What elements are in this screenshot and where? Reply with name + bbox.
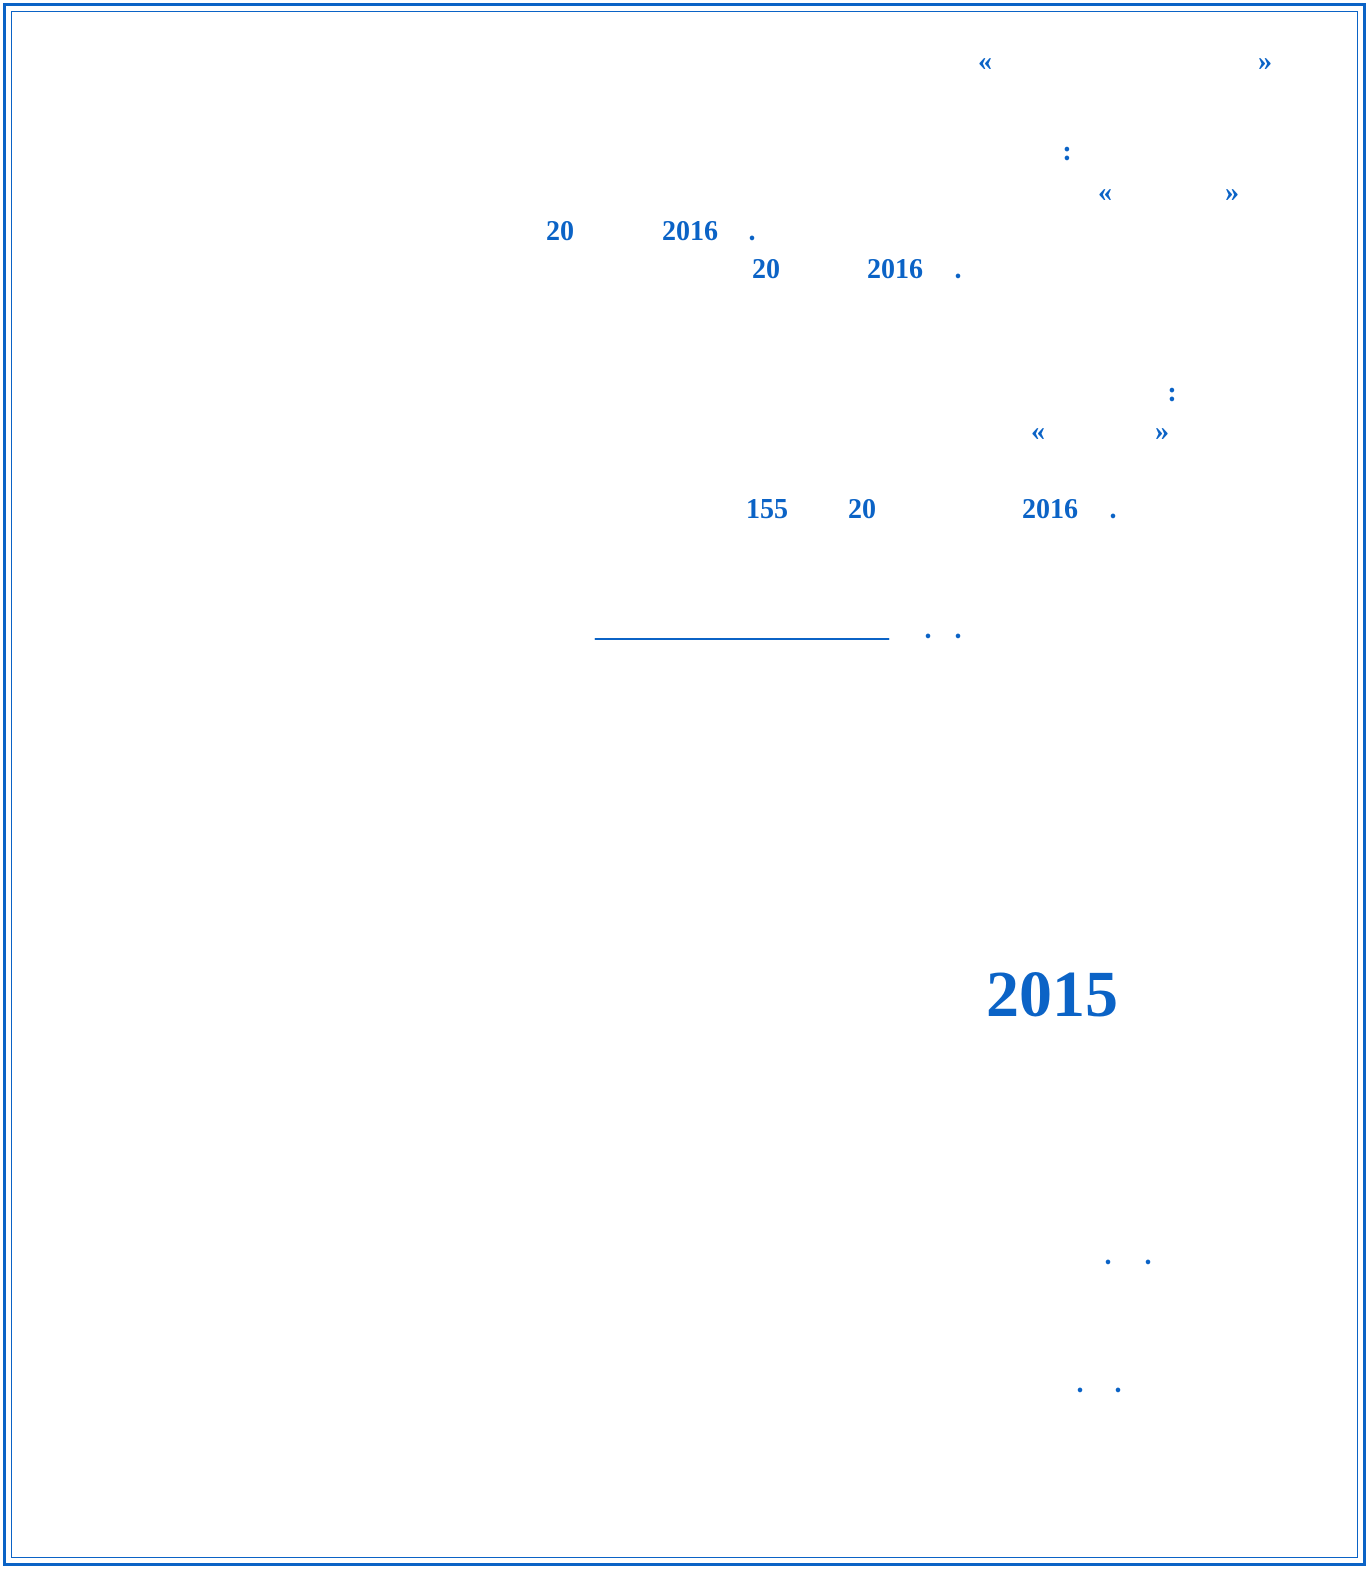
text: 2016: [1022, 494, 1078, 525]
quote: »: [1258, 46, 1272, 77]
initial-dot: .: [1144, 1240, 1152, 1271]
text: .: [748, 216, 756, 247]
text: 2016: [867, 254, 923, 285]
quote: «: [1098, 177, 1112, 208]
quote: «: [978, 46, 992, 77]
text: 20: [546, 216, 574, 247]
signature-line: _____________________: [595, 612, 889, 643]
initial-dot: .: [1114, 1368, 1122, 1399]
colon: :: [1167, 377, 1177, 408]
quote: »: [1225, 177, 1239, 208]
initial-dot: .: [1076, 1368, 1084, 1399]
initial-dot: .: [954, 614, 962, 645]
text: 155: [746, 494, 788, 525]
text: .: [954, 254, 962, 285]
quote: «: [1031, 416, 1045, 447]
text: 20: [752, 254, 780, 285]
year: 2015: [986, 958, 1118, 1031]
quote: »: [1155, 416, 1169, 447]
page-border: [3, 3, 1366, 1566]
text: .: [1109, 494, 1117, 525]
initial-dot: .: [924, 614, 932, 645]
text: 20: [848, 494, 876, 525]
page-border-inner: [11, 11, 1358, 1558]
text: 2016: [662, 216, 718, 247]
initial-dot: .: [1104, 1240, 1112, 1271]
colon: :: [1062, 136, 1072, 167]
